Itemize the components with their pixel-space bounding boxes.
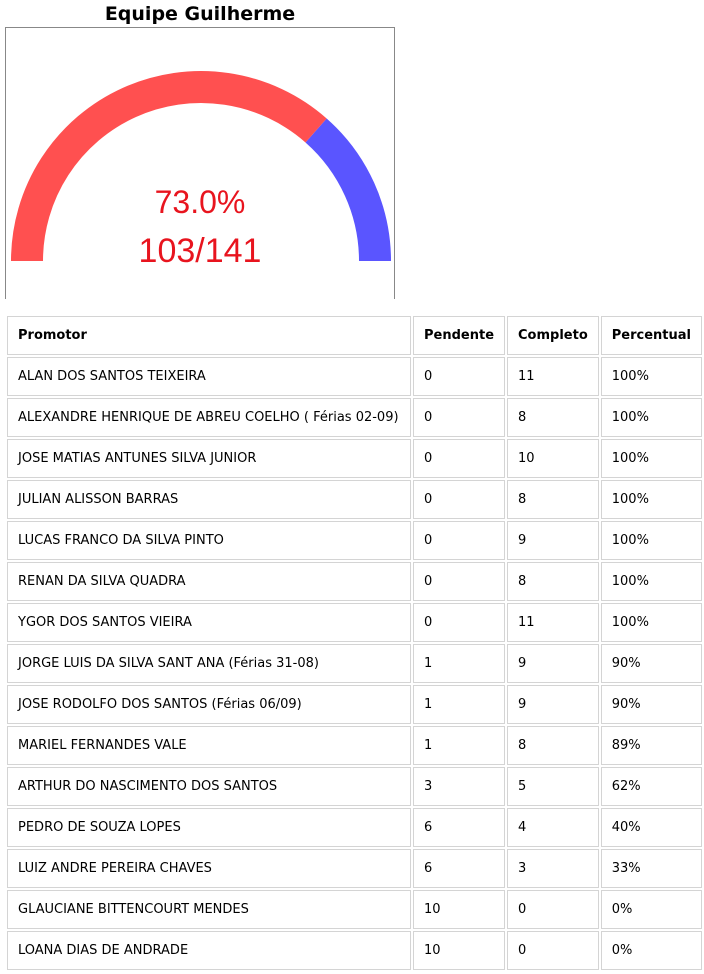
completo-cell: 9 [507, 644, 599, 683]
completo-cell: 11 [507, 603, 599, 642]
promotor-cell: LOANA DIAS DE ANDRADE [7, 931, 411, 970]
pendente-cell: 0 [413, 603, 506, 642]
completo-cell: 8 [507, 480, 599, 519]
completo-cell: 0 [507, 890, 599, 929]
pendente-cell: 0 [413, 439, 506, 478]
table-row: GLAUCIANE BITTENCOURT MENDES 10 0 0% [7, 890, 702, 929]
pendente-cell: 0 [413, 521, 506, 560]
table-row: LUIZ ANDRE PEREIRA CHAVES 6 3 33% [7, 849, 702, 888]
percentual-cell: 33% [600, 849, 702, 888]
percentual-cell: 0% [600, 890, 702, 929]
promotor-cell: LUCAS FRANCO DA SILVA PINTO [7, 521, 411, 560]
promotor-cell: JORGE LUIS DA SILVA SANT ANA (Férias 31-… [7, 644, 411, 683]
table-row: LOANA DIAS DE ANDRADE 10 0 0% [7, 931, 702, 970]
promotor-cell: ALAN DOS SANTOS TEIXEIRA [7, 357, 411, 396]
completo-cell: 9 [507, 521, 599, 560]
completo-cell: 8 [507, 562, 599, 601]
percentual-cell: 0% [600, 931, 702, 970]
table-row: LUCAS FRANCO DA SILVA PINTO 0 9 100% [7, 521, 702, 560]
pendente-cell: 10 [413, 890, 506, 929]
gauge-arc-filled [11, 71, 327, 262]
percentual-cell: 90% [600, 685, 702, 724]
promoter-table: Promotor Pendente Completo Percentual AL… [5, 314, 704, 972]
pendente-cell: 1 [413, 644, 506, 683]
header-pendente: Pendente [413, 316, 506, 355]
promotor-cell: JOSE MATIAS ANTUNES SILVA JUNIOR [7, 439, 411, 478]
gauge-percent-label: 73.0% [154, 184, 246, 220]
table-row: JOSE RODOLFO DOS SANTOS (Férias 06/09) 1 9… [7, 685, 702, 724]
promotor-cell: ALEXANDRE HENRIQUE DE ABREU COELHO ( Fér… [7, 398, 411, 437]
completo-cell: 8 [507, 726, 599, 765]
promotor-cell: YGOR DOS SANTOS VIEIRA [7, 603, 411, 642]
percentual-cell: 100% [600, 480, 702, 519]
percentual-cell: 100% [600, 521, 702, 560]
pendente-cell: 6 [413, 849, 506, 888]
gauge-count-label: 103/141 [138, 232, 262, 270]
promotor-cell: GLAUCIANE BITTENCOURT MENDES [7, 890, 411, 929]
table-row: YGOR DOS SANTOS VIEIRA 0 11 100% [7, 603, 702, 642]
completo-cell: 8 [507, 398, 599, 437]
percentual-cell: 100% [600, 439, 702, 478]
table-row: RENAN DA SILVA QUADRA 0 8 100% [7, 562, 702, 601]
percentual-cell: 62% [600, 767, 702, 806]
table-row: ALEXANDRE HENRIQUE DE ABREU COELHO ( Fér… [7, 398, 702, 437]
table-row: MARIEL FERNANDES VALE 1 8 89% [7, 726, 702, 765]
header-percentual: Percentual [600, 316, 702, 355]
promotor-cell: JOSE RODOLFO DOS SANTOS (Férias 06/09) [7, 685, 411, 724]
promotor-cell: ARTHUR DO NASCIMENTO DOS SANTOS [7, 767, 411, 806]
pendente-cell: 6 [413, 808, 506, 847]
completo-cell: 0 [507, 931, 599, 970]
table-row: ARTHUR DO NASCIMENTO DOS SANTOS 3 5 62% [7, 767, 702, 806]
header-promotor: Promotor [7, 316, 411, 355]
promotor-cell: JULIAN ALISSON BARRAS [7, 480, 411, 519]
table-row: JORGE LUIS DA SILVA SANT ANA (Férias 31-… [7, 644, 702, 683]
pendente-cell: 0 [413, 480, 506, 519]
table-row: ALAN DOS SANTOS TEIXEIRA 0 11 100% [7, 357, 702, 396]
percentual-cell: 90% [600, 644, 702, 683]
percentual-cell: 100% [600, 562, 702, 601]
completo-cell: 3 [507, 849, 599, 888]
table-header-row: Promotor Pendente Completo Percentual [7, 316, 702, 355]
pendente-cell: 0 [413, 562, 506, 601]
completo-cell: 9 [507, 685, 599, 724]
gauge-arc-remaining [305, 118, 391, 262]
pendente-cell: 0 [413, 398, 506, 437]
progress-gauge: 73.0% 103/141 [5, 27, 395, 299]
pendente-cell: 1 [413, 726, 506, 765]
gauge-svg [11, 71, 391, 262]
pendente-cell: 1 [413, 685, 506, 724]
pendente-cell: 10 [413, 931, 506, 970]
completo-cell: 11 [507, 357, 599, 396]
pendente-cell: 0 [413, 357, 506, 396]
percentual-cell: 100% [600, 357, 702, 396]
completo-cell: 5 [507, 767, 599, 806]
promotor-cell: MARIEL FERNANDES VALE [7, 726, 411, 765]
table-row: JULIAN ALISSON BARRAS 0 8 100% [7, 480, 702, 519]
percentual-cell: 100% [600, 603, 702, 642]
promotor-cell: PEDRO DE SOUZA LOPES [7, 808, 411, 847]
pendente-cell: 3 [413, 767, 506, 806]
table-row: JOSE MATIAS ANTUNES SILVA JUNIOR 0 10 100% [7, 439, 702, 478]
promotor-cell: LUIZ ANDRE PEREIRA CHAVES [7, 849, 411, 888]
promotor-cell: RENAN DA SILVA QUADRA [7, 562, 411, 601]
percentual-cell: 100% [600, 398, 702, 437]
table-body: ALAN DOS SANTOS TEIXEIRA 0 11 100% ALEXANDRE… [7, 357, 702, 970]
team-title: Equipe Guilherme [104, 3, 296, 25]
completo-cell: 4 [507, 808, 599, 847]
table-row: PEDRO DE SOUZA LOPES 6 4 40% [7, 808, 702, 847]
percentual-cell: 89% [600, 726, 702, 765]
completo-cell: 10 [507, 439, 599, 478]
header-completo: Completo [507, 316, 599, 355]
percentual-cell: 40% [600, 808, 702, 847]
